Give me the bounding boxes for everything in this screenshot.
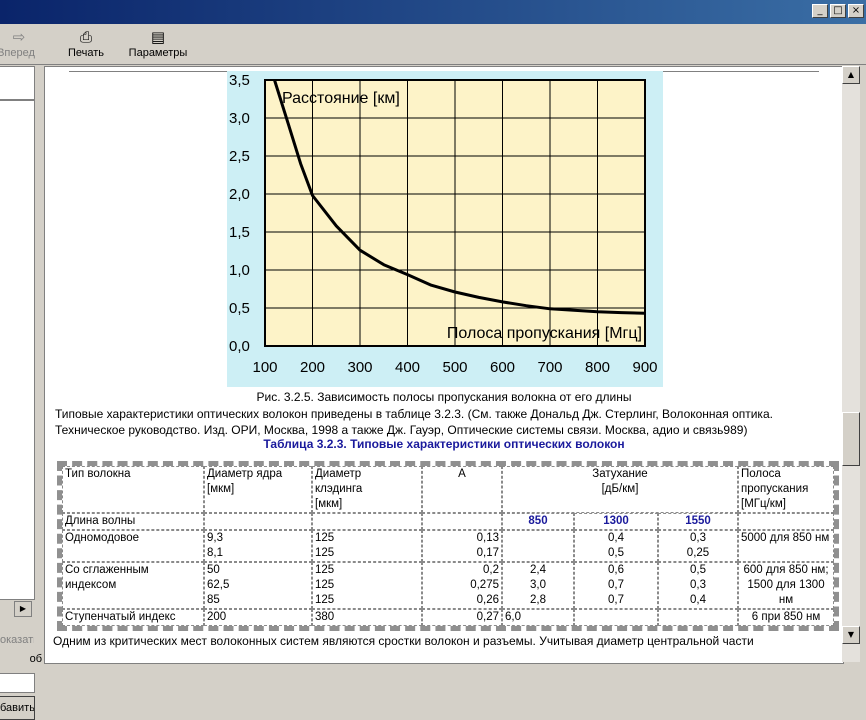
table-cell: Диаметр ядра[мкм] [204, 466, 312, 513]
table-cell: Длина волны [62, 513, 204, 530]
forward-button[interactable]: ⇨ Вперед [0, 27, 38, 59]
table-cell [574, 609, 658, 626]
intro-paragraph: Типовые характеристики оптических волоко… [55, 406, 835, 438]
body-text: Одним из критических мест волоконных сис… [53, 634, 833, 648]
y-tick-label: 2,5 [229, 148, 250, 165]
table-cell [738, 513, 834, 530]
table-cell [658, 609, 738, 626]
table-cell: Затухание[дБ/км] [502, 466, 738, 513]
table-cell: 1550 [658, 513, 738, 530]
x-tick-label: 200 [300, 359, 325, 376]
y-tick-label: 1,5 [229, 224, 250, 241]
nav-topic-list[interactable] [0, 100, 35, 600]
y-tick-label: 0,5 [229, 300, 250, 317]
paragraph-line: Типовые характеристики оптических волоко… [55, 406, 835, 422]
forward-arrow-icon: ⇨ [0, 27, 38, 47]
content-pane: 100 200 300 400 500 600 700 800 900 0,0 0,5 1,0 1,5 2… [44, 66, 844, 664]
table-cell [204, 513, 312, 530]
bandwidth-chart: 100 200 300 400 500 600 700 800 900 0,0 0,5 1,0 1,5 2… [227, 71, 663, 387]
options-button[interactable]: ▤ Параметры [124, 27, 192, 59]
nav-fragment-label: об [0, 648, 42, 670]
table-title: Таблица 3.2.3. Типовые характеристики оп… [45, 437, 843, 451]
x-tick-label: 300 [347, 359, 372, 376]
nav-scroll-right-icon[interactable]: ▶ [14, 601, 32, 617]
navigation-pane: ▶ оказать об бавить [0, 66, 42, 662]
paragraph-line: Техническое руководство. Изд. ОРИ, Москв… [55, 422, 835, 438]
table-cell: 1300 [574, 513, 658, 530]
table-cell: 6,0 [502, 609, 574, 626]
nav-tabs-area [0, 66, 35, 100]
x-tick-label: 100 [252, 359, 277, 376]
x-axis-annotation: Полоса пропускания [Мгц] [447, 325, 642, 342]
y-tick-label: 0,0 [229, 338, 250, 355]
table-row: Ступенчатый индекс 200 380 0,27 6,0 6 пр… [62, 609, 834, 626]
table-cell: 380 [312, 609, 422, 626]
table-cell: 6 при 850 нм [738, 609, 834, 626]
table-cell [312, 513, 422, 530]
add-button[interactable]: бавить [0, 696, 35, 720]
table-cell [422, 513, 502, 530]
options-icon: ▤ [124, 27, 192, 47]
scroll-down-icon[interactable]: ▼ [842, 626, 860, 644]
maximize-button[interactable]: □ [830, 4, 846, 18]
table-cell: A [422, 466, 502, 513]
chart-frame: 100 200 300 400 500 600 700 800 900 0,0 0,5 1,0 1,5 2… [227, 71, 663, 387]
x-tick-label: 400 [395, 359, 420, 376]
show-button[interactable]: оказать [0, 630, 34, 650]
table-cell: Ступенчатый индекс [62, 609, 204, 626]
x-tick-label: 700 [537, 359, 562, 376]
table-cell [502, 530, 574, 562]
table-cell: Тип волокна [62, 466, 204, 513]
close-button[interactable]: × [848, 4, 864, 18]
scroll-up-icon[interactable]: ▲ [842, 66, 860, 84]
print-button[interactable]: ⎙ Печать [62, 27, 110, 59]
title-bar: _ □ × [0, 0, 866, 24]
y-axis-annotation: Расстояние [км] [282, 90, 400, 107]
nav-input[interactable] [0, 673, 35, 693]
table-cell: 200 [204, 609, 312, 626]
y-tick-label: 1,0 [229, 262, 250, 279]
scroll-thumb[interactable] [842, 412, 860, 466]
table-cell: 850 [502, 513, 574, 530]
figure-caption: Рис. 3.2.5. Зависимость полосы пропускан… [45, 390, 843, 404]
y-tick-label: 2,0 [229, 186, 250, 203]
x-tick-label: 800 [585, 359, 610, 376]
minimize-button[interactable]: _ [812, 4, 828, 18]
y-tick-label: 3,0 [229, 110, 250, 127]
table-cell: 5000 для 850 нм [738, 530, 834, 562]
x-tick-label: 600 [490, 359, 515, 376]
toolbar: ⇨ Вперед ⎙ Печать ▤ Параметры [0, 24, 866, 65]
table-row: Длина волны 850 1300 1550 [62, 513, 834, 530]
x-tick-label: 500 [442, 359, 467, 376]
table-cell: Одномодовое [62, 530, 204, 562]
table-cell: 0,27 [422, 609, 502, 626]
printer-icon: ⎙ [62, 27, 110, 47]
x-tick-label: 900 [632, 359, 657, 376]
vertical-scrollbar[interactable]: ▲ ▼ [842, 66, 860, 662]
y-tick-label: 3,5 [229, 72, 250, 89]
